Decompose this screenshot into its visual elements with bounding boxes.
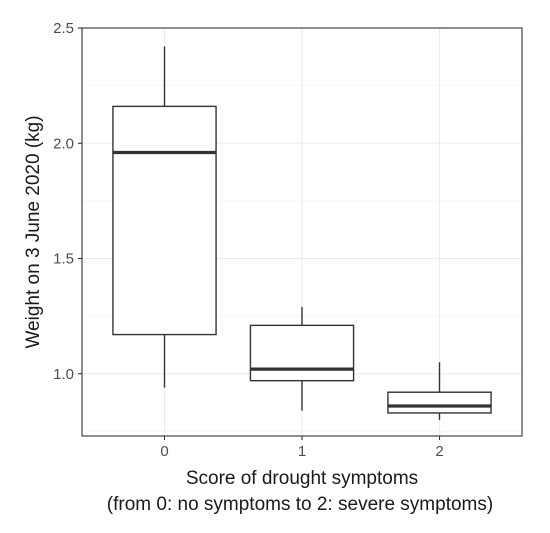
box-layer [112,46,492,420]
y-axis-title: Weight on 3 June 2020 (kg) [23,115,44,348]
y-tick-label: 2.5 [53,20,74,37]
x-tick-label: 1 [298,443,306,460]
x-tick-label: 0 [160,443,168,460]
x-axis-title: Score of drought symptoms [186,468,418,489]
y-tick-label: 2.0 [53,135,74,152]
y-tick-label: 1.5 [53,251,74,268]
box-0 [112,46,217,388]
box-iqr [249,324,355,382]
x-tick-label: 2 [435,443,443,460]
box-iqr [112,105,217,336]
box-1 [249,306,355,411]
x-axis-title-line2: (from 0: no symptoms to 2: severe sympto… [107,494,493,515]
box-2 [387,362,492,420]
tick-layer: 1.0 1.5 2.0 2.5 0 1 2 [53,20,444,460]
box-iqr [387,391,492,414]
y-tick-label: 1.0 [53,366,74,383]
